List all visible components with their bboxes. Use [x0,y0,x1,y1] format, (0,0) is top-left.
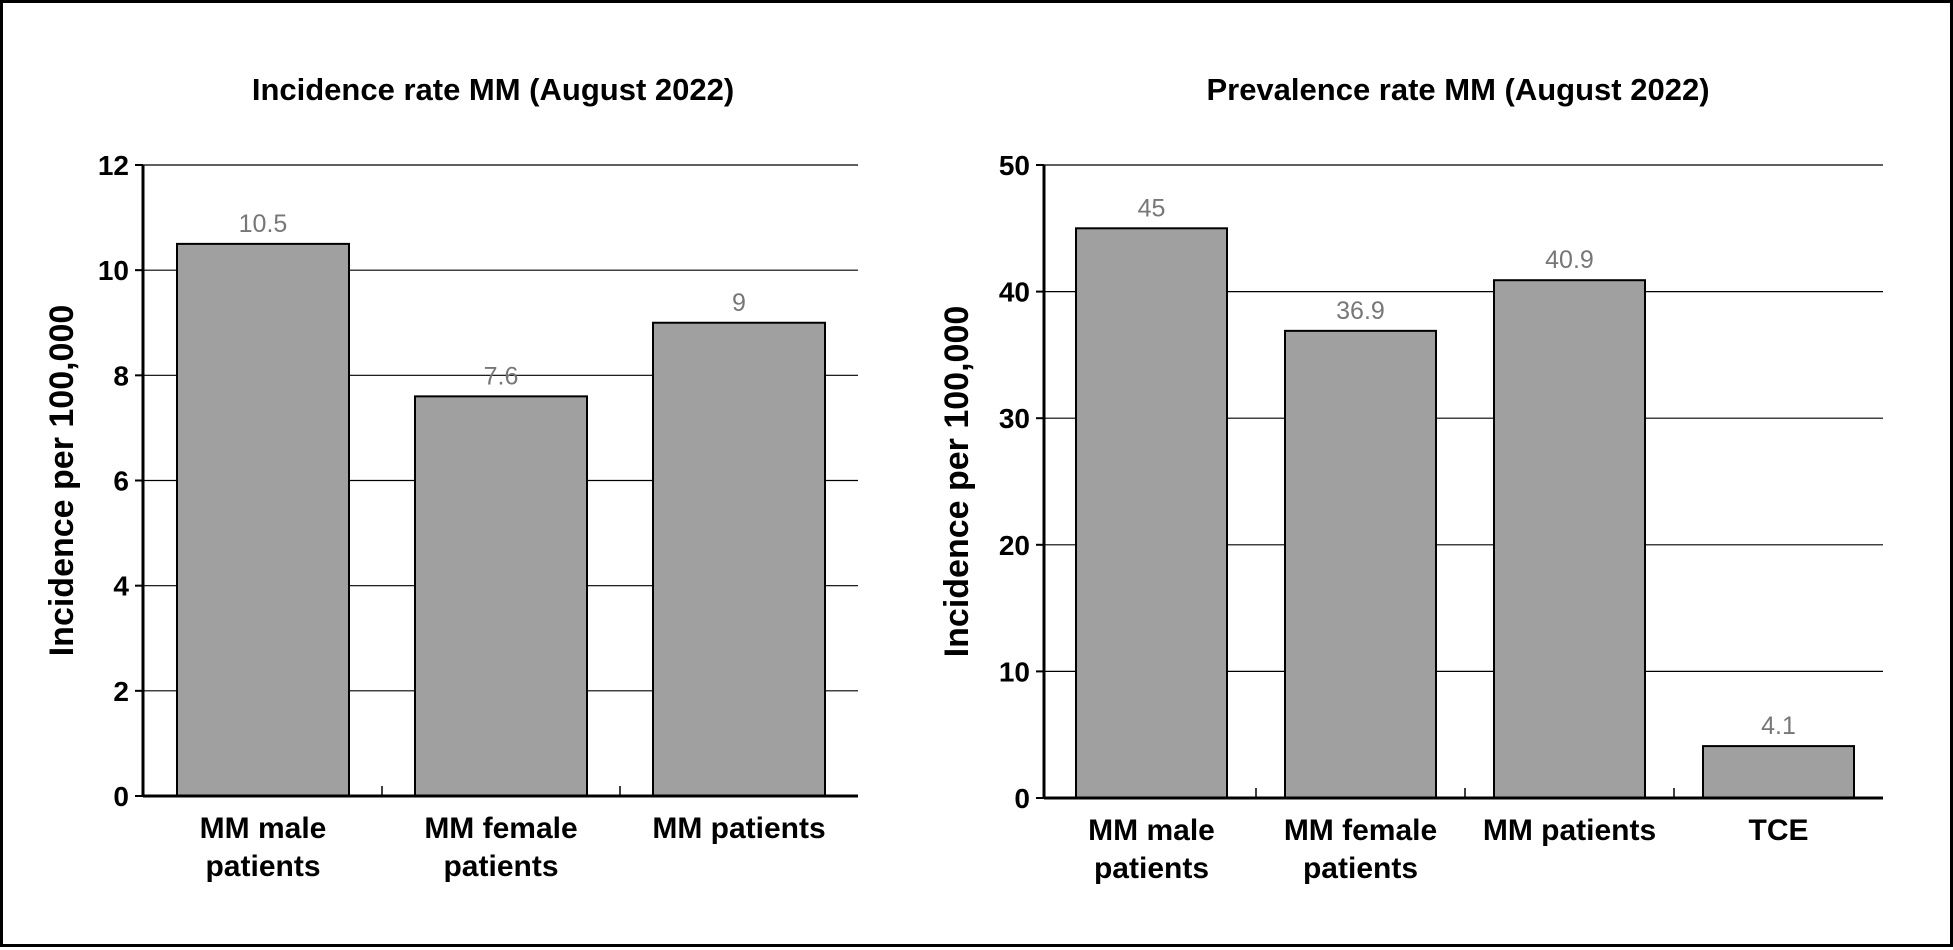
x-tick-label-line: patients [205,850,320,883]
data-label: 40.9 [1545,246,1594,274]
y-tick-label: 0 [113,781,129,812]
x-tick-label: MM female patients [1284,814,1437,885]
data-label: 4.1 [1761,712,1796,740]
x-tick-label: MM female patients [424,812,577,883]
bar [1284,329,1437,799]
y-tick-label: 40 [999,277,1030,308]
bar [652,321,826,797]
y-tick-label: 4 [113,571,129,602]
x-tick-label: MM patients [1483,814,1656,847]
bar [1702,745,1855,799]
chart-canvas: Incidence rate MM (August 2022) 0 2 4 6 8 10 12… [43,72,1883,885]
y-tick-label: 10 [999,656,1030,687]
x-tick-label-line: TCE [1749,814,1809,847]
y-axis-label: Incidence per 100,000 [938,306,976,658]
y-tick-label: 30 [999,403,1030,434]
bar [1075,227,1228,800]
data-label: 7.6 [484,362,519,390]
chart-title: Incidence rate MM (August 2022) [252,72,734,107]
data-label: 45 [1138,194,1166,222]
x-tick-label-line: MM female [424,812,577,845]
chart-panel-2: Prevalence rate MM (August 2022) 0 10 20 30 4… [938,72,1883,885]
chart-panel-1: Incidence rate MM (August 2022) 0 2 4 6 8 10 12… [43,72,858,883]
y-tick-label: 0 [1014,783,1030,814]
x-tick-label-line: MM male [200,812,327,845]
x-tick-label: MM patients [652,812,825,845]
y-tick-label: 12 [98,150,129,181]
chart-title: Prevalence rate MM (August 2022) [1206,72,1709,107]
bar [414,395,588,797]
y-tick-label: 8 [113,360,129,391]
x-tick-label-line: patients [1303,852,1418,885]
x-tick-label: MM male patients [200,812,327,883]
y-tick-label: 20 [999,530,1030,561]
y-tick-label: 50 [999,150,1030,181]
x-tick-label-line: MM female [1284,814,1437,847]
y-tick-label: 2 [113,676,129,707]
data-label: 36.9 [1336,297,1385,325]
x-tick-label-line: patients [1094,852,1209,885]
bar [1493,279,1646,799]
x-tick-label: MM male patients [1088,814,1215,885]
y-tick-label: 10 [98,255,129,286]
x-tick-label-line: patients [443,850,558,883]
x-tick-label-line: MM patients [652,812,825,845]
x-tick-label-line: MM male [1088,814,1215,847]
y-axis-label: Incidence per 100,000 [43,305,81,657]
x-tick-label-line: MM patients [1483,814,1656,847]
data-label: 10.5 [239,210,288,238]
data-label: 9 [732,289,746,317]
x-tick-label: TCE [1749,814,1809,847]
y-tick-label: 6 [113,466,129,497]
bar [176,242,350,797]
